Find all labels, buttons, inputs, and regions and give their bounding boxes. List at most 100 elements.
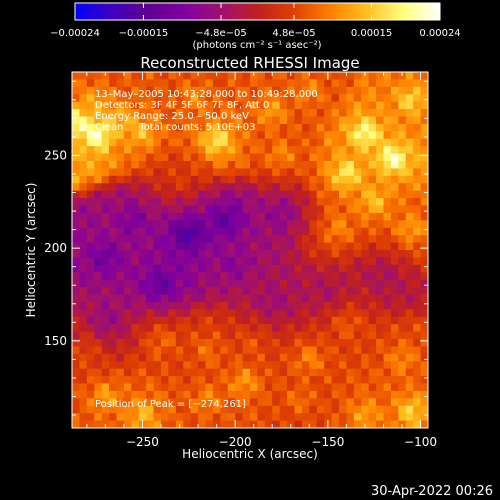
heatmap-cell (316, 413, 325, 421)
heatmap-cell (109, 175, 117, 184)
heatmap-cell (205, 405, 214, 414)
heatmap-cell (376, 109, 384, 117)
heatmap-cell (168, 116, 177, 125)
heatmap-cell (346, 324, 355, 332)
heatmap-cell (250, 383, 258, 392)
heatmap-cell (331, 123, 340, 132)
heatmap-cell (146, 101, 154, 110)
heatmap-cell (123, 390, 132, 399)
heatmap-cell (242, 309, 251, 318)
heatmap-cell (116, 175, 125, 184)
heatmap-cell (272, 86, 281, 95)
heatmap-cell (413, 79, 421, 88)
heatmap-cell (242, 316, 251, 325)
heatmap-cell (398, 264, 407, 273)
heatmap-cell (250, 168, 258, 177)
heatmap-cell (390, 257, 399, 266)
heatmap-cell (235, 398, 243, 407)
heatmap-cell (346, 190, 355, 199)
heatmap-cell (339, 161, 347, 169)
heatmap-cell (116, 383, 125, 392)
heatmap-cell (368, 190, 377, 199)
heatmap-cell (368, 390, 377, 399)
heatmap-cell (279, 101, 288, 110)
heatmap-cell (212, 294, 221, 303)
heatmap-cell (324, 235, 332, 243)
heatmap-cell (376, 175, 384, 184)
heatmap-cell (227, 227, 236, 236)
heatmap-cell (146, 368, 154, 377)
heatmap-cell (309, 368, 318, 377)
heatmap-cell (227, 390, 236, 399)
heatmap-cell (405, 131, 414, 140)
heatmap-cell (109, 190, 117, 199)
heatmap-cell (131, 316, 140, 325)
heatmap-cell (212, 161, 221, 169)
heatmap-cell (220, 346, 229, 355)
heatmap-cell (242, 116, 251, 125)
heatmap-cell (242, 146, 251, 154)
heatmap-cell (301, 361, 310, 370)
heatmap-cell (79, 86, 88, 95)
heatmap-cell (331, 405, 340, 414)
heatmap-cell (257, 294, 266, 303)
heatmap-cell (405, 86, 414, 95)
heatmap-cell (331, 383, 340, 392)
heatmap-cell (339, 287, 347, 295)
heatmap-cell (116, 94, 125, 103)
heatmap-cell (324, 242, 332, 251)
heatmap-cell (383, 413, 392, 421)
heatmap-cell (86, 86, 95, 95)
heatmap-cell (153, 242, 162, 251)
heatmap-cell (183, 168, 192, 177)
heatmap-cell (116, 376, 125, 384)
heatmap-cell (331, 101, 340, 110)
heatmap-cell (390, 131, 399, 140)
heatmap-cell (123, 272, 132, 281)
heatmap-cell (235, 138, 243, 147)
heatmap-cell (153, 72, 162, 80)
heatmap-cell (227, 339, 236, 347)
heatmap-cell (109, 287, 117, 295)
heatmap-cell (279, 272, 288, 281)
heatmap-cell (212, 242, 221, 251)
heatmap-cell (153, 405, 162, 414)
heatmap-cell (272, 168, 281, 177)
heatmap-cell (123, 294, 132, 303)
heatmap-cell (339, 72, 347, 80)
heatmap-cell (398, 405, 407, 414)
heatmap-cell (420, 339, 429, 347)
heatmap-cell (183, 86, 192, 95)
heatmap-cell (190, 146, 199, 154)
heatmap-cell (316, 79, 325, 88)
heatmap-cell (205, 235, 214, 243)
heatmap-cell (339, 220, 347, 229)
heatmap-cell (190, 257, 199, 266)
heatmap-cell (220, 220, 229, 229)
heatmap-cell (361, 183, 370, 192)
heatmap-cell (138, 227, 147, 236)
heatmap-cell (420, 153, 429, 162)
heatmap-cell (272, 183, 281, 192)
heatmap-cell (161, 116, 169, 125)
heatmap-cell (131, 146, 140, 154)
heatmap-cell (250, 109, 258, 117)
heatmap-cell (339, 405, 347, 414)
heatmap-cell (420, 131, 429, 140)
heatmap-cell (376, 168, 384, 177)
heatmap-cell (101, 131, 110, 140)
y-axis-label: Heliocentric Y (arcsec) (24, 183, 38, 318)
heatmap-cell (220, 309, 229, 318)
heatmap-cell (94, 331, 103, 340)
heatmap-cell (205, 242, 214, 251)
heatmap-cell (86, 168, 95, 177)
heatmap-cell (94, 183, 103, 192)
heatmap-cell (413, 123, 421, 132)
heatmap-cell (287, 235, 295, 243)
heatmap-cell (361, 220, 370, 229)
heatmap-cell (413, 316, 421, 325)
heatmap-cell (94, 123, 103, 132)
heatmap-cell (405, 79, 414, 88)
heatmap-cell (346, 153, 355, 162)
heatmap-cell (116, 390, 125, 399)
